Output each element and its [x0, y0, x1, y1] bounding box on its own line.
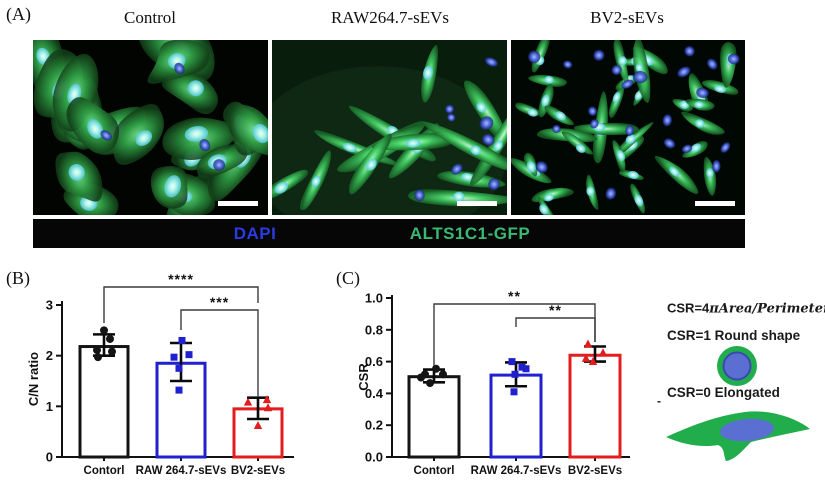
svg-text:2: 2	[46, 348, 53, 363]
svg-text:RAW 264.7-sEVs: RAW 264.7-sEVs	[136, 465, 227, 477]
csr-formula: CSR=4πArea/Perimeter2	[667, 300, 825, 317]
svg-text:BV2-sEVs: BV2-sEVs	[568, 465, 622, 477]
svg-text:***: ***	[210, 294, 229, 310]
scale-bar	[457, 201, 497, 206]
svg-text:RAW 264.7-sEVs: RAW 264.7-sEVs	[471, 465, 562, 477]
panel-b-label: (B)	[6, 268, 30, 288]
svg-text:CSR: CSR	[356, 363, 371, 391]
cn-ratio-bar-chart: 0 1 2 3 C/N ratio Contorl RAW 264.7-sEVs BV2-sE…	[26, 271, 294, 477]
svg-text:C/N ratio: C/N ratio	[26, 352, 41, 406]
svg-text:0.2: 0.2	[365, 418, 383, 433]
svg-text:Contorl: Contorl	[414, 465, 455, 477]
csr-bar-chart: 0.0 0.2 0.4 0.6 0.8 1.0 CSR Contorl RAW 264.7-sE…	[356, 288, 630, 477]
svg-text:****: ****	[168, 271, 194, 287]
svg-text:0: 0	[46, 450, 53, 465]
stray-dash: -	[657, 394, 661, 408]
svg-text:0.4: 0.4	[365, 386, 384, 401]
micrograph-control	[33, 40, 268, 215]
panel-a-title-bv2: BV2-sEVs	[590, 8, 664, 27]
scale-bar	[218, 201, 258, 206]
alts1c1-gfp-label: ALTS1C1-GFP	[409, 224, 531, 243]
svg-text:Contorl: Contorl	[84, 465, 125, 477]
panel-a-title-control: Control	[124, 8, 176, 27]
panel-c-label: (C)	[336, 268, 360, 288]
svg-text:3: 3	[46, 297, 53, 312]
svg-text:BV2-sEVs: BV2-sEVs	[231, 465, 285, 477]
micrograph-bv2-sevs	[511, 40, 745, 215]
dapi-label: DAPI	[233, 224, 277, 243]
svg-text:0.6: 0.6	[365, 354, 383, 369]
csr-round-shape-label: CSR=1 Round shape	[667, 328, 801, 343]
csr-elongated-label: CSR=0 Elongated	[667, 385, 780, 400]
svg-text:0.0: 0.0	[365, 450, 383, 465]
elongated-cell-illustration	[666, 411, 810, 461]
scale-bar	[695, 201, 735, 206]
stain-legend-bar: DAPI ALTS1C1-GFP	[33, 219, 745, 248]
panel-a-title-raw: RAW264.7-sEVs	[330, 8, 450, 27]
svg-text:**: **	[508, 288, 521, 304]
round-cell-illustration	[717, 346, 757, 386]
panel-a-label: (A)	[6, 4, 31, 24]
micrograph-raw264-sevs	[272, 40, 507, 215]
svg-text:1.0: 1.0	[365, 291, 383, 306]
svg-text:0.8: 0.8	[365, 322, 383, 337]
svg-text:**: **	[549, 302, 562, 318]
svg-text:1: 1	[46, 399, 53, 414]
